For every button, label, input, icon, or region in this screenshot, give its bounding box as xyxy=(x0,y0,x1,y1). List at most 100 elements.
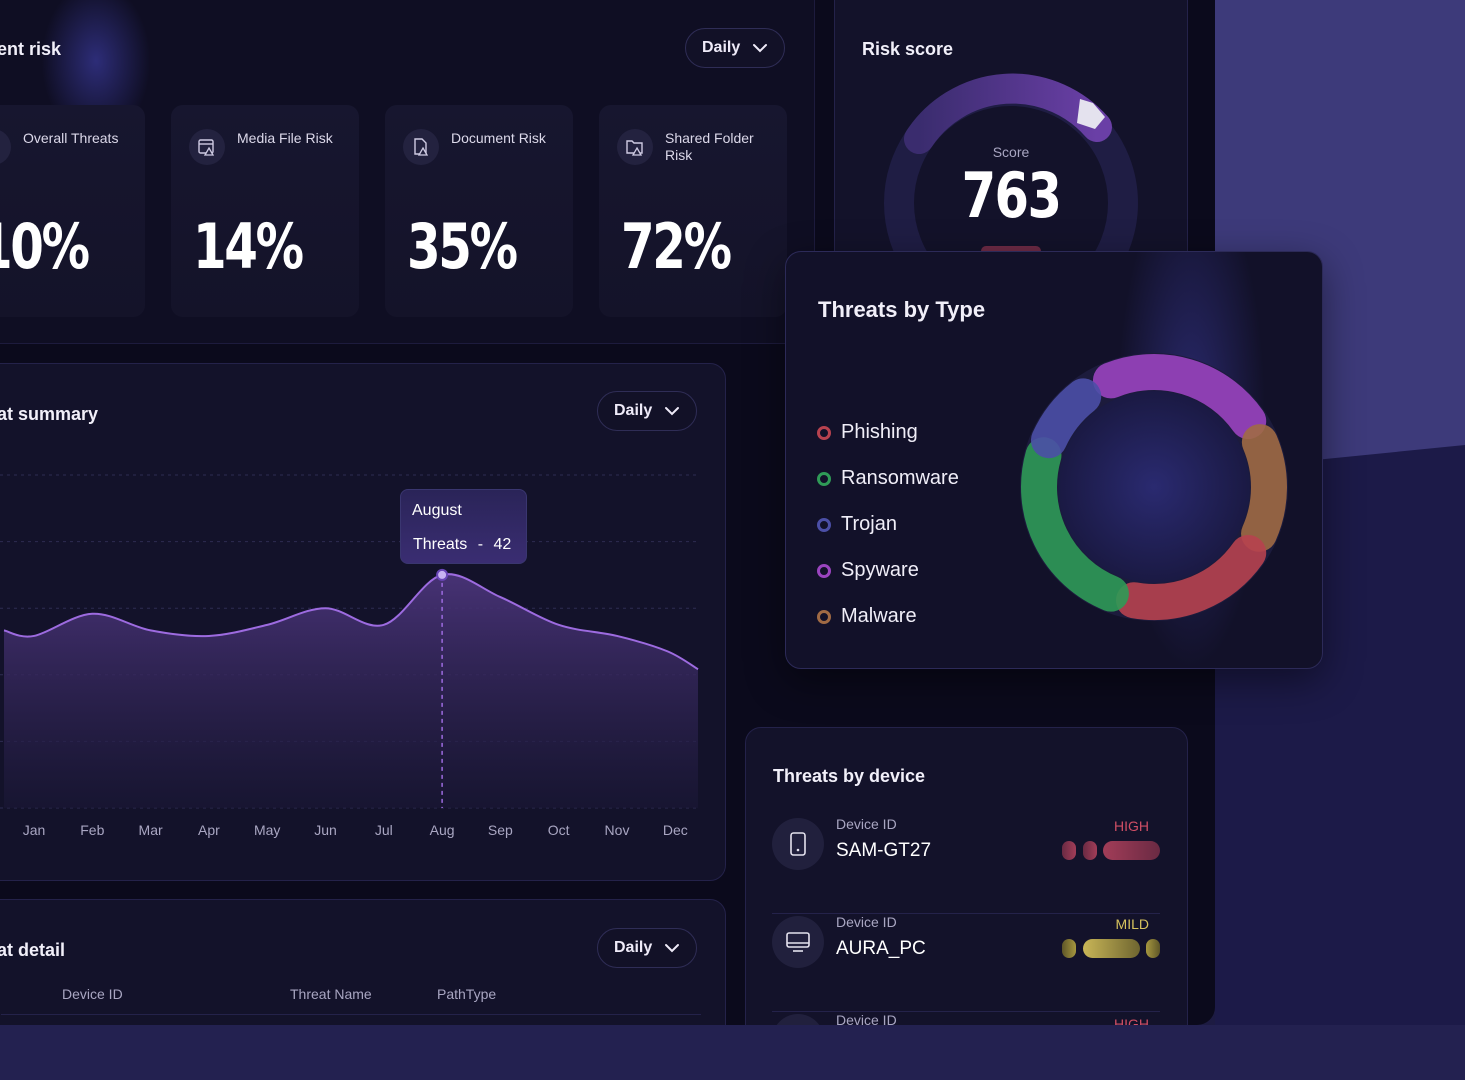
x-tick-label: Feb xyxy=(80,822,105,838)
tile-value: 14% xyxy=(193,210,304,283)
legend-ring-icon xyxy=(817,425,831,440)
folder-warning-icon xyxy=(617,129,653,165)
risk-tile-shared-folder[interactable]: Shared Folder Risk 72% xyxy=(599,105,787,317)
legend-label: Ransomware xyxy=(841,467,959,489)
risk-tile-media-file[interactable]: Media File Risk 14% xyxy=(171,105,359,317)
x-tick-label: May xyxy=(253,822,281,838)
media-file-warning-icon xyxy=(189,129,225,165)
device-card-title: Threats by device xyxy=(773,766,926,786)
shield-icon xyxy=(0,129,11,165)
legend-ransomware[interactable]: Ransomware xyxy=(817,467,959,490)
legend-ring-icon xyxy=(817,609,831,624)
smartphone-icon xyxy=(772,1014,824,1025)
row-divider xyxy=(772,1011,1160,1012)
donut-segment-ransomware[interactable] xyxy=(1021,437,1129,612)
device-id: SAM-GT27 xyxy=(836,840,932,861)
tooltip-value-line: Threats - 42 xyxy=(413,536,511,554)
summary-period-dropdown[interactable]: Daily xyxy=(597,391,698,431)
x-tick-label: Jan xyxy=(22,822,46,838)
risk-tile-document[interactable]: Document Risk 35% xyxy=(385,105,573,317)
legend-label: Phishing xyxy=(841,421,918,443)
tile-value: 72% xyxy=(621,210,732,283)
level-segment xyxy=(1146,939,1160,958)
level-segment xyxy=(1103,841,1160,860)
chart-tooltip: August Threats - 42 xyxy=(400,489,527,564)
tooltip-value: 42 xyxy=(493,536,512,553)
detail-title: at detail xyxy=(0,940,66,960)
legend-ring-icon xyxy=(817,563,831,578)
tooltip-month: August xyxy=(412,502,462,519)
document-warning-icon xyxy=(403,129,439,165)
legend-spyware[interactable]: Spyware xyxy=(817,559,919,582)
legend-label: Malware xyxy=(841,605,917,627)
threat-type-donut xyxy=(1020,353,1288,621)
background-strip xyxy=(0,1025,1465,1080)
score-label: Score xyxy=(992,144,1030,160)
legend-label: Trojan xyxy=(841,513,897,535)
device-row[interactable]: Device ID HIGH xyxy=(772,1012,1160,1025)
desktop-icon xyxy=(772,916,824,968)
donut-segment-malware[interactable] xyxy=(1241,424,1287,552)
risk-score-title: Risk score xyxy=(862,39,954,59)
device-label: Device ID xyxy=(836,914,897,930)
detail-period-label: Daily xyxy=(614,939,653,956)
device-row[interactable]: Device ID AURA_PC MILD xyxy=(772,914,1160,1012)
device-threat-level: MILD xyxy=(1115,916,1149,932)
x-tick-label: Sep xyxy=(487,822,513,838)
threat-summary-chart xyxy=(0,474,699,809)
x-tick-label: Nov xyxy=(604,822,630,838)
risk-panel: ent risk Daily Overall Threats 10% Media… xyxy=(0,0,815,344)
tooltip-separator: - xyxy=(477,536,484,553)
tile-label: Media File Risk xyxy=(237,130,333,146)
tile-value: 35% xyxy=(407,210,518,283)
table-divider xyxy=(1,1014,701,1015)
threats-line xyxy=(3,573,699,671)
risk-period-dropdown[interactable]: Daily xyxy=(685,28,786,68)
donut-segment-trojan[interactable] xyxy=(1030,378,1102,459)
chevron-down-icon xyxy=(753,44,768,53)
x-tick-label: Aug xyxy=(429,822,455,838)
column-threat-name[interactable]: Threat Name xyxy=(290,986,372,1002)
legend-ring-icon xyxy=(817,471,831,486)
summary-title: at summary xyxy=(0,404,99,424)
threat-detail-card: at detail Daily xyxy=(0,899,726,1025)
x-tick-label: Apr xyxy=(197,822,220,838)
level-segment xyxy=(1083,841,1097,860)
level-segment xyxy=(1062,841,1076,860)
threats-area xyxy=(4,574,698,808)
tile-label: Document Risk xyxy=(451,130,546,146)
x-tick-label: Oct xyxy=(547,822,570,838)
highlight-point[interactable] xyxy=(436,568,449,581)
x-tick-label: Jun xyxy=(314,822,337,838)
legend-label: Spyware xyxy=(841,559,919,581)
row-divider xyxy=(772,913,1160,914)
donut-segment-phishing[interactable] xyxy=(1116,534,1267,620)
legend-malware[interactable]: Malware xyxy=(817,605,917,628)
donut-segment-spyware[interactable] xyxy=(1092,354,1267,440)
risk-tile-overall[interactable]: Overall Threats 10% xyxy=(0,105,145,317)
column-path-type[interactable]: PathType xyxy=(437,986,497,1002)
summary-period-label: Daily xyxy=(614,402,653,419)
legend-trojan[interactable]: Trojan xyxy=(817,513,897,536)
x-tick-label: Dec xyxy=(662,822,688,838)
risk-panel-title: ent risk xyxy=(0,39,62,59)
score-value: 763 xyxy=(961,159,1062,232)
detail-period-dropdown[interactable]: Daily xyxy=(597,928,698,968)
chevron-down-icon xyxy=(665,407,680,416)
risk-score-card: Risk score Score 763 xyxy=(834,0,1188,270)
threats-by-type-card: Threats by Type xyxy=(785,251,1323,669)
type-card-title: Threats by Type xyxy=(818,297,986,322)
device-label: Device ID xyxy=(836,1012,897,1025)
device-id: AURA_PC xyxy=(836,938,926,959)
device-threat-level: HIGH xyxy=(1114,818,1149,834)
x-tick-label: Mar xyxy=(138,822,163,838)
risk-period-label: Daily xyxy=(702,39,741,56)
level-segment xyxy=(1083,939,1140,958)
x-tick-label: Jul xyxy=(374,822,393,838)
device-row[interactable]: Device ID SAM-GT27 HIGH xyxy=(772,816,1160,914)
legend-phishing[interactable]: Phishing xyxy=(817,421,918,444)
level-segment xyxy=(1062,939,1076,958)
column-device-id[interactable]: Device ID xyxy=(62,986,123,1002)
threats-by-device-card: Threats by device xyxy=(745,727,1188,1025)
tile-label: Overall Threats xyxy=(23,130,119,146)
